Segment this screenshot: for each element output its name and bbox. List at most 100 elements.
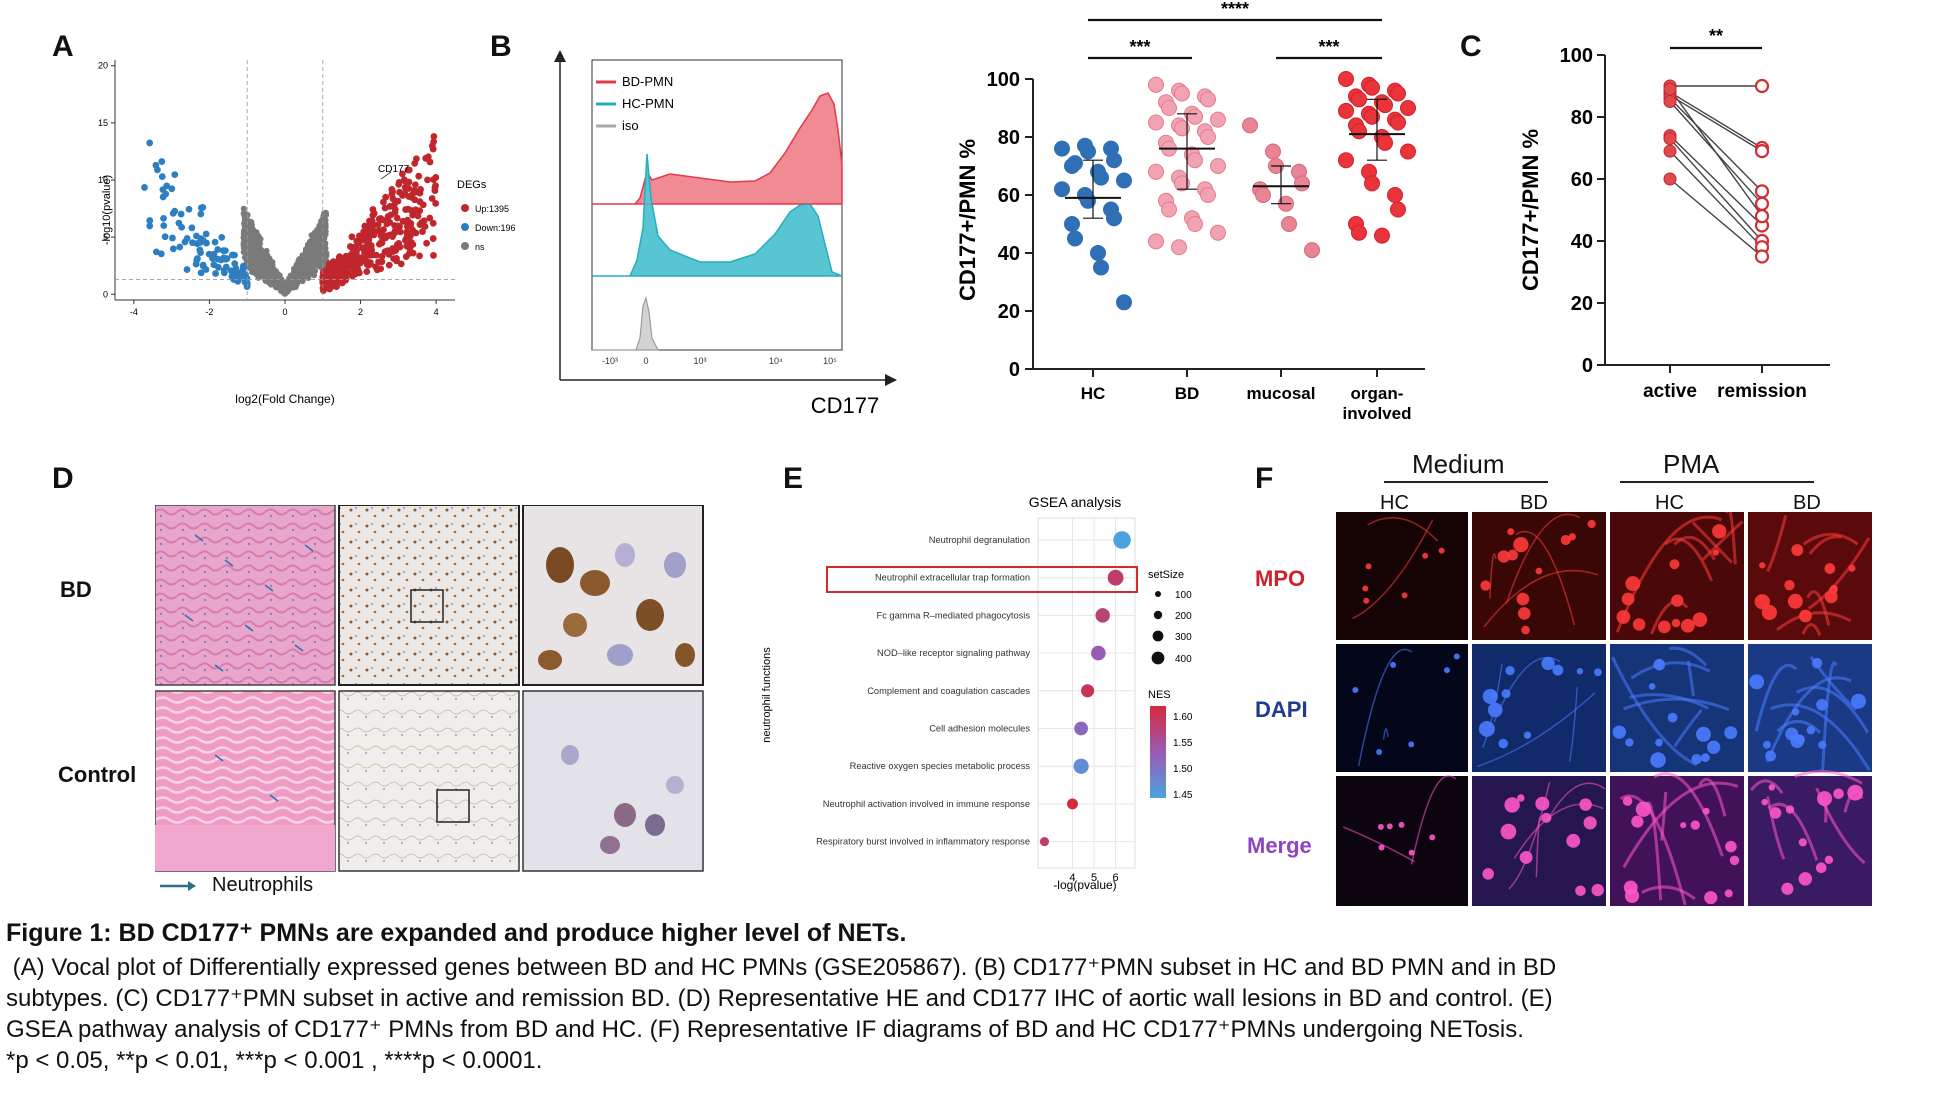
paired-y-tick: 20 (1571, 293, 1593, 315)
paired-point-remission (1754, 144, 1770, 159)
volcano-point-down (211, 238, 219, 246)
volcano-point-up (423, 239, 430, 247)
volcano-point-up (365, 240, 372, 248)
paired-plot-axes: 0 20 40 60 80 100 active remission ** (1560, 26, 1830, 402)
gsea-title: GSEA analysis (1029, 494, 1122, 510)
volcano-point-down (158, 173, 166, 180)
col-label-bd-medium: BD (1520, 492, 1548, 514)
volcano-point-down (169, 245, 177, 253)
dot-plot-point (1351, 123, 1367, 140)
dot-plot-point (1187, 152, 1203, 169)
ihc-control-inset-box (436, 789, 470, 823)
volcano-point-up (407, 219, 415, 227)
paired-plot: 0 20 40 60 80 100 active remission ** CD177+/PMN… (1518, 26, 1830, 402)
paired-line (1669, 97, 1763, 192)
dot-plot-point (1148, 233, 1164, 250)
nes-legend-label: 1.55 (1173, 738, 1193, 749)
gsea-points (1039, 531, 1131, 847)
if-mpo-bd-medium-image (1472, 512, 1606, 640)
setsize-legend-label: 200 (1175, 611, 1192, 622)
gsea-term-label: Neutrophil extracellular trap formation (875, 573, 1030, 583)
dot-plot-point (1390, 85, 1406, 102)
paired-line (1669, 138, 1763, 242)
volcano-point-up (386, 218, 394, 226)
dot-plot-point (1148, 76, 1164, 93)
neutrophil-arrow-icon (160, 881, 196, 891)
dot-plot-point (1067, 155, 1083, 172)
dot-plot-point (1174, 120, 1190, 137)
volcano-point-up (426, 158, 434, 166)
volcano-point-down (169, 209, 177, 217)
nes-legend-label: 1.50 (1173, 764, 1193, 775)
paired-y-tick: 60 (1571, 169, 1593, 191)
volcano-point-up (428, 195, 436, 202)
volcano-point-down (197, 269, 205, 277)
volcano-point-down (153, 166, 161, 174)
volcano-point-up (415, 172, 423, 180)
volcano-point-down (146, 222, 154, 230)
volcano-point-down (205, 250, 213, 258)
panel-label-f: F (1255, 462, 1274, 495)
volcano-point-up (424, 176, 431, 184)
paired-y-tick: 0 (1582, 355, 1593, 377)
volcano-point-up (348, 233, 356, 241)
volcano-point-up (372, 263, 380, 271)
cd177-dot-plot: 0 20 40 60 80 100 HC BD mucosal organ-involved **… (955, 0, 1425, 423)
volcano-point-down (160, 222, 168, 230)
volcano-point-ns (241, 231, 248, 238)
panel-label-b: B (490, 30, 512, 63)
volcano-point-down (159, 186, 167, 194)
volcano-point-up (387, 211, 395, 219)
volcano-point-down (193, 232, 200, 240)
volcano-point-up (430, 133, 438, 140)
he-control-band (155, 825, 335, 871)
volcano-point-ns (253, 265, 260, 272)
setsize-legend-dot (1155, 591, 1161, 597)
legend-hc-pmn-label: HC-PMN (622, 96, 674, 111)
volcano-point-down (219, 247, 227, 255)
volcano-y-tick: 0 (103, 289, 108, 299)
dot-plot-y-label: CD177+/PMN % (955, 139, 980, 301)
significance-label: *** (1129, 37, 1150, 57)
volcano-point-down (146, 217, 154, 224)
volcano-point-down (194, 255, 201, 262)
dot-plot-point (1187, 108, 1203, 125)
dot-plot-point (1338, 152, 1354, 169)
hc-pmn-histogram (592, 153, 843, 277)
volcano-point-up (426, 214, 434, 222)
volcano-point-ns (293, 276, 300, 283)
volcano-y-tick: 10 (98, 175, 108, 185)
dot-plot-y-tick: 0 (1009, 359, 1020, 381)
volcano-point-up (393, 257, 400, 265)
dot-plot-point (1067, 230, 1083, 247)
paired-point-remission (1754, 196, 1770, 211)
gsea-term-label: Neutrophil activation involved in immune… (823, 799, 1030, 809)
volcano-x-tick: -2 (205, 307, 213, 317)
volcano-point-up (398, 170, 406, 178)
volcano-point-ns (259, 270, 266, 277)
dot-plot-point (1200, 91, 1216, 108)
volcano-point-up (417, 186, 424, 193)
histology-grid (155, 505, 704, 872)
dot-plot-point (1387, 187, 1403, 203)
volcano-point-up (380, 226, 387, 234)
volcano-point-down (146, 139, 154, 147)
if-mpo-hc-medium-image (1336, 512, 1468, 640)
volcano-point-down (212, 270, 219, 277)
paired-line (1669, 94, 1763, 152)
volcano-x-label: log2(Fold Change) (235, 392, 334, 406)
dot-plot-point (1210, 158, 1226, 174)
volcano-point-up (395, 181, 403, 188)
gsea-term-labels: Neutrophil degranulation Neutrophil extra… (816, 535, 1030, 847)
volcano-annotation-line (380, 171, 392, 180)
dot-plot-point (1242, 117, 1258, 134)
dot-plot-point (1390, 114, 1406, 131)
volcano-point-ns (274, 271, 281, 278)
row-label-control: Control (58, 762, 137, 787)
setsize-legend-dot (1151, 651, 1165, 665)
volcano-point-up (371, 227, 378, 235)
dot-plot-point (1171, 239, 1187, 256)
setsize-legend-label: 300 (1175, 632, 1192, 643)
paired-y-tick: 100 (1560, 45, 1593, 67)
nes-legend-title: NES (1148, 689, 1171, 701)
